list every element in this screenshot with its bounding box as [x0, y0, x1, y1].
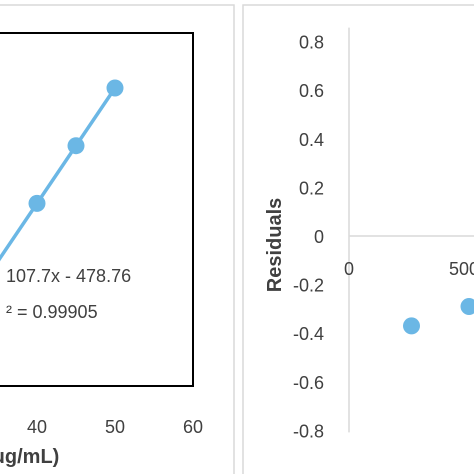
- y-axis-title: Residuals: [264, 198, 286, 292]
- r-squared-label: ² = 0.99905: [6, 302, 98, 322]
- trendline: [0, 87, 117, 262]
- y-tick-label: 0.6: [299, 81, 324, 101]
- y-tick-label: -0.2: [293, 276, 324, 296]
- y-tick-label: 0.4: [299, 130, 324, 150]
- residual-point: [460, 297, 474, 315]
- data-point: [28, 194, 46, 212]
- data-point: [106, 79, 124, 97]
- x-tick-label: 50000: [449, 259, 474, 279]
- data-point: [67, 137, 85, 155]
- outer-chart-border: [242, 4, 474, 474]
- x-tick-label: 50: [105, 417, 125, 437]
- x-tick-label: 0: [344, 259, 354, 279]
- y-tick-label: 0.8: [299, 33, 324, 53]
- y-tick-label: 0.2: [299, 178, 324, 198]
- outer-chart-border: [0, 4, 235, 474]
- x-tick-label: 60: [183, 417, 203, 437]
- y-tick-label: -0.8: [293, 421, 324, 441]
- y-tick-label: -0.6: [293, 373, 324, 393]
- residuals-chart: 0.8 0.6 0.4 0.2 0 -0.2 -0.4 -0.6 -0.8 0 50000 Resi…: [242, 4, 474, 474]
- regression-equation: 107.7x - 478.76: [6, 266, 131, 286]
- x-tick-label: 40: [27, 417, 47, 437]
- calibration-chart: 40 50 60 107.7x - 478.76 ² = 0.99905 (μg/m…: [0, 4, 235, 474]
- x-axis-title: (μg/mL): [0, 446, 59, 468]
- y-tick-label: -0.4: [293, 324, 324, 344]
- y-tick-label: 0: [314, 227, 324, 247]
- plot-area-border: [0, 32, 194, 387]
- residual-point: [403, 317, 420, 335]
